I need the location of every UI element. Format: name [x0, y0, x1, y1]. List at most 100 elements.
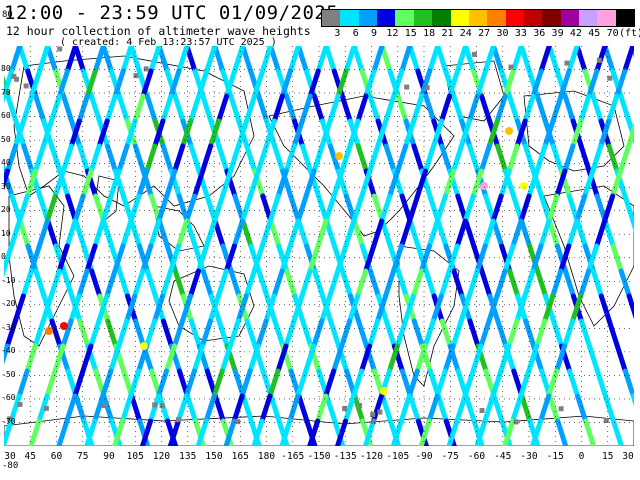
track-segment — [518, 193, 532, 224]
track-segment — [240, 218, 254, 249]
track-segment — [327, 93, 341, 124]
track-segment — [275, 168, 289, 199]
track-segment — [296, 218, 310, 249]
track-segment — [454, 393, 468, 424]
track-segment — [112, 418, 126, 446]
track-segment — [76, 268, 90, 299]
lat-label: -40 — [1, 346, 16, 356]
track-segment — [622, 46, 634, 74]
track-segment — [519, 218, 533, 249]
track-segment — [463, 46, 477, 74]
track-segment — [33, 268, 47, 299]
track-segment — [17, 46, 31, 74]
track-segment — [554, 168, 568, 199]
track-segment — [458, 118, 472, 149]
colorbar-swatch — [358, 10, 378, 26]
track-segment — [232, 46, 246, 74]
lat-label: 0 — [1, 252, 6, 262]
track-segment — [470, 168, 484, 199]
colorbar-swatch — [468, 10, 488, 26]
colorbar-label: 39 — [551, 28, 564, 39]
track-segment — [315, 218, 329, 249]
track-segment — [96, 118, 110, 149]
track-segment — [502, 68, 516, 99]
track-segment — [423, 93, 437, 124]
track-segment — [176, 46, 190, 74]
track-segment — [224, 68, 238, 99]
track-segment — [566, 218, 580, 249]
track-segment — [312, 268, 326, 299]
track-segment — [16, 193, 30, 224]
track-segment — [132, 93, 146, 124]
track-segment — [618, 268, 632, 299]
no-data-marker — [607, 75, 613, 81]
no-data-marker — [424, 85, 430, 91]
track-segment — [204, 218, 218, 249]
track-segment — [547, 393, 561, 424]
track-segment — [535, 268, 549, 299]
lon-label: -30 — [520, 451, 538, 462]
track-segment — [164, 343, 178, 374]
track-segment — [136, 168, 150, 199]
track-segment — [287, 218, 301, 249]
lon-label: -120 — [360, 451, 383, 462]
track-segment — [168, 68, 182, 99]
no-data-marker — [17, 401, 23, 407]
track-segment — [117, 268, 131, 299]
track-segment — [76, 93, 90, 124]
track-segment — [300, 143, 314, 174]
track-segment — [275, 343, 289, 374]
track-segment — [220, 168, 234, 199]
track-segment — [9, 46, 23, 74]
track-segment — [4, 343, 10, 365]
track-segment — [211, 368, 225, 399]
colorbar-swatch — [597, 10, 616, 26]
track-segment — [386, 343, 400, 374]
track-segment — [4, 168, 11, 191]
track-segment — [128, 368, 142, 399]
track-segment — [551, 318, 565, 349]
track-segment — [439, 143, 453, 174]
track-segment — [33, 93, 47, 124]
track-segment — [72, 46, 86, 74]
track-segment — [284, 268, 298, 299]
track-segment — [160, 268, 174, 299]
track-segment — [291, 118, 305, 149]
colorbar-swatch — [450, 10, 469, 26]
lon-label: 105 — [126, 451, 144, 462]
track-segment — [418, 418, 432, 446]
track-segment — [351, 218, 365, 249]
track-segment — [450, 143, 464, 174]
track-segment — [426, 218, 440, 249]
track-segment — [574, 46, 588, 74]
track-segment — [188, 93, 202, 124]
track-segment — [578, 318, 592, 349]
track-segment — [562, 268, 576, 299]
track-segment — [8, 218, 22, 249]
track-segment — [534, 93, 548, 124]
track-segment — [24, 343, 38, 374]
track-segment — [196, 243, 210, 274]
track-segment — [124, 293, 138, 324]
track-segment — [439, 93, 453, 124]
track-segment — [567, 368, 581, 399]
lat-label: 70 — [1, 87, 11, 97]
track-segment — [295, 193, 309, 224]
track-segment — [387, 168, 401, 199]
track-segment — [188, 318, 202, 349]
track-segment — [44, 368, 58, 399]
track-segment — [355, 143, 369, 174]
track-segment — [84, 68, 98, 99]
track-segment — [542, 118, 556, 149]
track-segment — [546, 218, 560, 249]
track-segment — [68, 293, 82, 324]
track-segment — [255, 143, 269, 174]
track-segment — [518, 368, 532, 399]
track-segment — [618, 143, 632, 174]
track-segment — [390, 418, 404, 446]
lon-label: -105 — [386, 451, 410, 462]
track-segment — [526, 168, 540, 199]
no-data-marker — [43, 405, 49, 411]
track-segment — [180, 293, 194, 324]
